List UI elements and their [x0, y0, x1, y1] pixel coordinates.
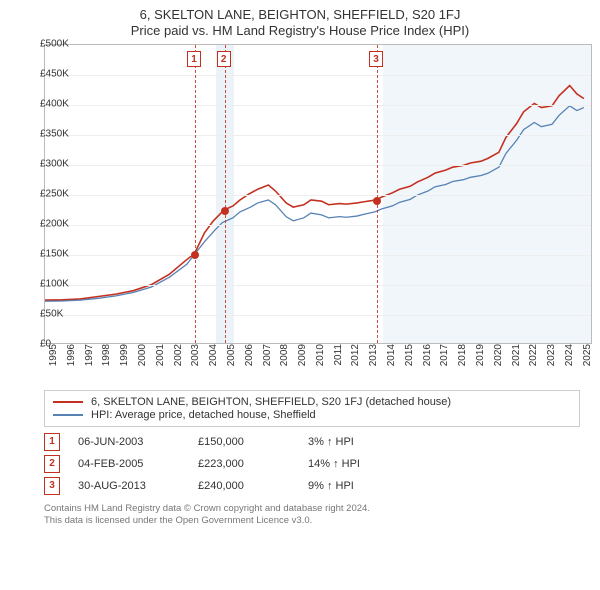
x-tick-label: 2006: [244, 344, 255, 366]
x-tick-label: 2002: [173, 344, 184, 366]
attribution-line: This data is licensed under the Open Gov…: [44, 515, 580, 527]
event-price: £150,000: [198, 436, 308, 448]
title-address: 6, SKELTON LANE, BEIGHTON, SHEFFIELD, S2…: [0, 7, 600, 22]
event-date: 04-FEB-2005: [78, 458, 198, 470]
attribution-line: Contains HM Land Registry data © Crown c…: [44, 503, 580, 515]
x-tick-label: 2001: [155, 344, 166, 366]
x-tick-label: 2005: [226, 344, 237, 366]
sale-dot: [191, 251, 199, 259]
event-delta: 14% ↑ HPI: [308, 458, 398, 470]
x-tick-label: 2023: [546, 344, 557, 366]
sale-dot: [221, 207, 229, 215]
events-table: 1 06-JUN-2003 £150,000 3% ↑ HPI 2 04-FEB…: [44, 433, 580, 495]
y-tick-label: £450K: [40, 69, 44, 80]
y-tick-label: £50K: [40, 309, 44, 320]
x-tick-label: 2019: [475, 344, 486, 366]
x-tick-label: 2016: [422, 344, 433, 366]
y-tick-label: £150K: [40, 249, 44, 260]
chart: 123 199519961997199819992000200120022003…: [44, 44, 592, 386]
legend-item: HPI: Average price, detached house, Shef…: [53, 409, 571, 421]
event-date: 06-JUN-2003: [78, 436, 198, 448]
legend-label: 6, SKELTON LANE, BEIGHTON, SHEFFIELD, S2…: [91, 396, 451, 408]
x-tick-label: 2011: [333, 344, 344, 366]
x-tick-label: 2010: [315, 344, 326, 366]
event-marker: 3: [44, 477, 60, 495]
x-tick-label: 2020: [493, 344, 504, 366]
x-tick-label: 2009: [297, 344, 308, 366]
x-tick-label: 1996: [66, 344, 77, 366]
legend-item: 6, SKELTON LANE, BEIGHTON, SHEFFIELD, S2…: [53, 396, 571, 408]
x-tick-label: 1998: [101, 344, 112, 366]
x-tick-label: 2012: [350, 344, 361, 366]
chart-marker: 1: [187, 51, 201, 67]
x-tick-label: 2000: [137, 344, 148, 366]
y-tick-label: £100K: [40, 279, 44, 290]
x-tick-label: 2018: [457, 344, 468, 366]
plot-area: 12 3: [44, 44, 592, 344]
event-date: 30-AUG-2013: [78, 480, 198, 492]
y-tick-label: £300K: [40, 159, 44, 170]
x-tick-label: 2008: [279, 344, 290, 366]
chart-titles: 6, SKELTON LANE, BEIGHTON, SHEFFIELD, S2…: [0, 0, 600, 38]
y-tick-label: £0: [40, 339, 44, 350]
x-tick-label: 2024: [564, 344, 575, 366]
x-tick-label: 2003: [190, 344, 201, 366]
x-tick-label: 2021: [511, 344, 522, 366]
x-tick-label: 2004: [208, 344, 219, 366]
y-tick-label: £200K: [40, 219, 44, 230]
page: 6, SKELTON LANE, BEIGHTON, SHEFFIELD, S2…: [0, 0, 600, 590]
event-delta: 9% ↑ HPI: [308, 480, 398, 492]
chart-marker: 3: [369, 51, 383, 67]
y-tick-label: £500K: [40, 39, 44, 50]
x-tick-label: 2013: [368, 344, 379, 366]
y-tick-label: £350K: [40, 129, 44, 140]
title-subtitle: Price paid vs. HM Land Registry's House …: [0, 23, 600, 38]
legend: 6, SKELTON LANE, BEIGHTON, SHEFFIELD, S2…: [44, 390, 580, 427]
legend-label: HPI: Average price, detached house, Shef…: [91, 409, 316, 421]
x-tick-label: 2007: [262, 344, 273, 366]
sale-dot: [373, 197, 381, 205]
x-tick-label: 2015: [404, 344, 415, 366]
x-tick-label: 1997: [84, 344, 95, 366]
event-marker: 1: [44, 433, 60, 451]
y-tick-label: £400K: [40, 99, 44, 110]
legend-swatch: [53, 414, 83, 416]
legend-swatch: [53, 401, 83, 403]
event-delta: 3% ↑ HPI: [308, 436, 398, 448]
series-subject: [45, 86, 584, 301]
x-tick-label: 1999: [119, 344, 130, 366]
event-marker: 2: [44, 455, 60, 473]
y-tick-label: £250K: [40, 189, 44, 200]
event-row: 3 30-AUG-2013 £240,000 9% ↑ HPI: [44, 477, 580, 495]
line-series-svg: [45, 45, 591, 343]
x-tick-label: 2022: [528, 344, 539, 366]
attribution: Contains HM Land Registry data © Crown c…: [44, 503, 580, 528]
event-price: £240,000: [198, 480, 308, 492]
x-tick-label: 2014: [386, 344, 397, 366]
x-axis-labels: 1995199619971998199920002001200220032004…: [44, 344, 592, 386]
event-price: £223,000: [198, 458, 308, 470]
x-tick-label: 2025: [582, 344, 593, 366]
chart-marker: 2: [217, 51, 231, 67]
event-row: 1 06-JUN-2003 £150,000 3% ↑ HPI: [44, 433, 580, 451]
x-tick-label: 2017: [439, 344, 450, 366]
event-row: 2 04-FEB-2005 £223,000 14% ↑ HPI: [44, 455, 580, 473]
